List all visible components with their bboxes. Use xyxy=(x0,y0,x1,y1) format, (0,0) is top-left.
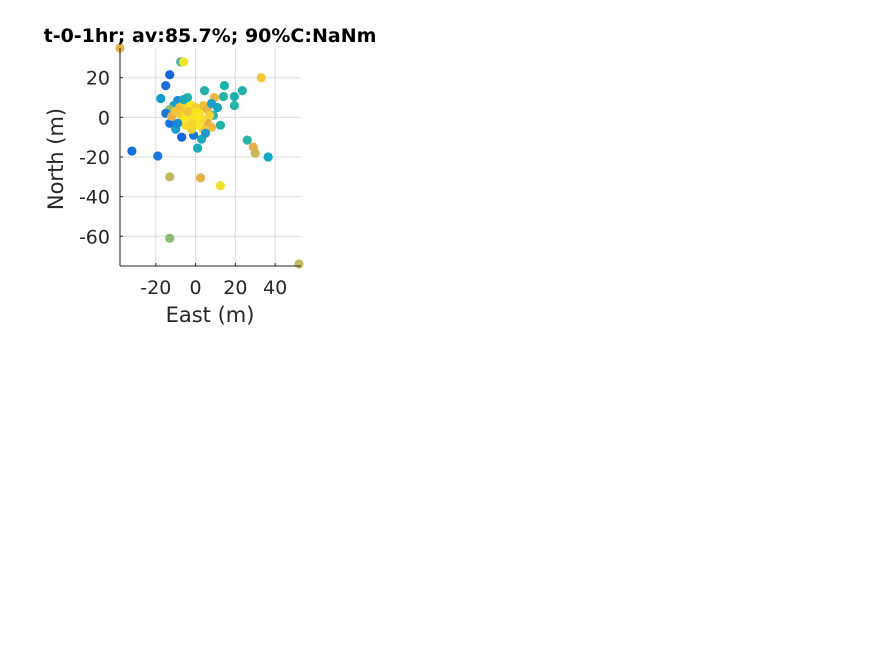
data-point-33 xyxy=(250,148,260,158)
data-point-18 xyxy=(215,120,226,130)
data-point-13 xyxy=(229,91,239,102)
data-point-36 xyxy=(195,173,206,183)
data-point-15 xyxy=(229,100,239,111)
x-tick-label-1: 0 xyxy=(190,277,202,299)
data-point-64 xyxy=(187,118,197,128)
data-point-1 xyxy=(294,259,304,269)
data-point-4 xyxy=(165,70,175,80)
data-point-69 xyxy=(173,118,183,128)
data-point-3 xyxy=(153,151,163,161)
chart-title: t-0-1hr; av:85.7%; 90%C:NaNm xyxy=(44,25,377,47)
data-point-34 xyxy=(263,152,273,162)
data-point-35 xyxy=(165,172,175,182)
data-point-31 xyxy=(242,135,252,145)
data-point-5 xyxy=(161,81,171,91)
y-tick-label-4: 20 xyxy=(86,68,110,90)
x-axis-label: East (m) xyxy=(166,303,255,327)
x-axis-ticks: -20 0 20 40 xyxy=(140,263,287,299)
data-point-65 xyxy=(183,106,193,117)
data-point-14 xyxy=(237,86,247,96)
y-tick-label-1: -40 xyxy=(79,187,110,209)
y-tick-label-3: 0 xyxy=(98,107,110,129)
grid-lines xyxy=(120,48,301,266)
y-tick-label-2: -20 xyxy=(79,147,110,169)
data-point-8 xyxy=(256,73,266,83)
data-point-25 xyxy=(165,118,175,128)
data-point-70 xyxy=(200,128,211,138)
data-point-51 xyxy=(206,122,217,132)
x-tick-label-0: -20 xyxy=(140,277,171,299)
data-point-67 xyxy=(179,94,189,105)
data-point-7 xyxy=(179,57,189,67)
y-axis-label: North (m) xyxy=(44,108,68,210)
data-point-37 xyxy=(215,181,226,191)
scatter-points xyxy=(115,43,304,269)
data-point-12 xyxy=(218,91,229,102)
data-point-68 xyxy=(206,98,217,109)
data-point-66 xyxy=(194,110,205,120)
x-tick-label-2: 20 xyxy=(223,277,247,299)
data-point-27 xyxy=(177,132,187,142)
data-point-38 xyxy=(165,233,175,243)
data-point-30 xyxy=(192,143,203,153)
data-point-10 xyxy=(199,86,210,96)
x-tick-label-3: 40 xyxy=(263,277,287,299)
data-point-11 xyxy=(219,81,230,91)
y-tick-label-0: -60 xyxy=(79,226,110,248)
data-point-9 xyxy=(156,93,166,104)
data-point-2 xyxy=(127,146,137,156)
data-point-49 xyxy=(204,110,215,120)
y-axis-ticks: -60 -40 -20 0 20 xyxy=(79,68,123,248)
